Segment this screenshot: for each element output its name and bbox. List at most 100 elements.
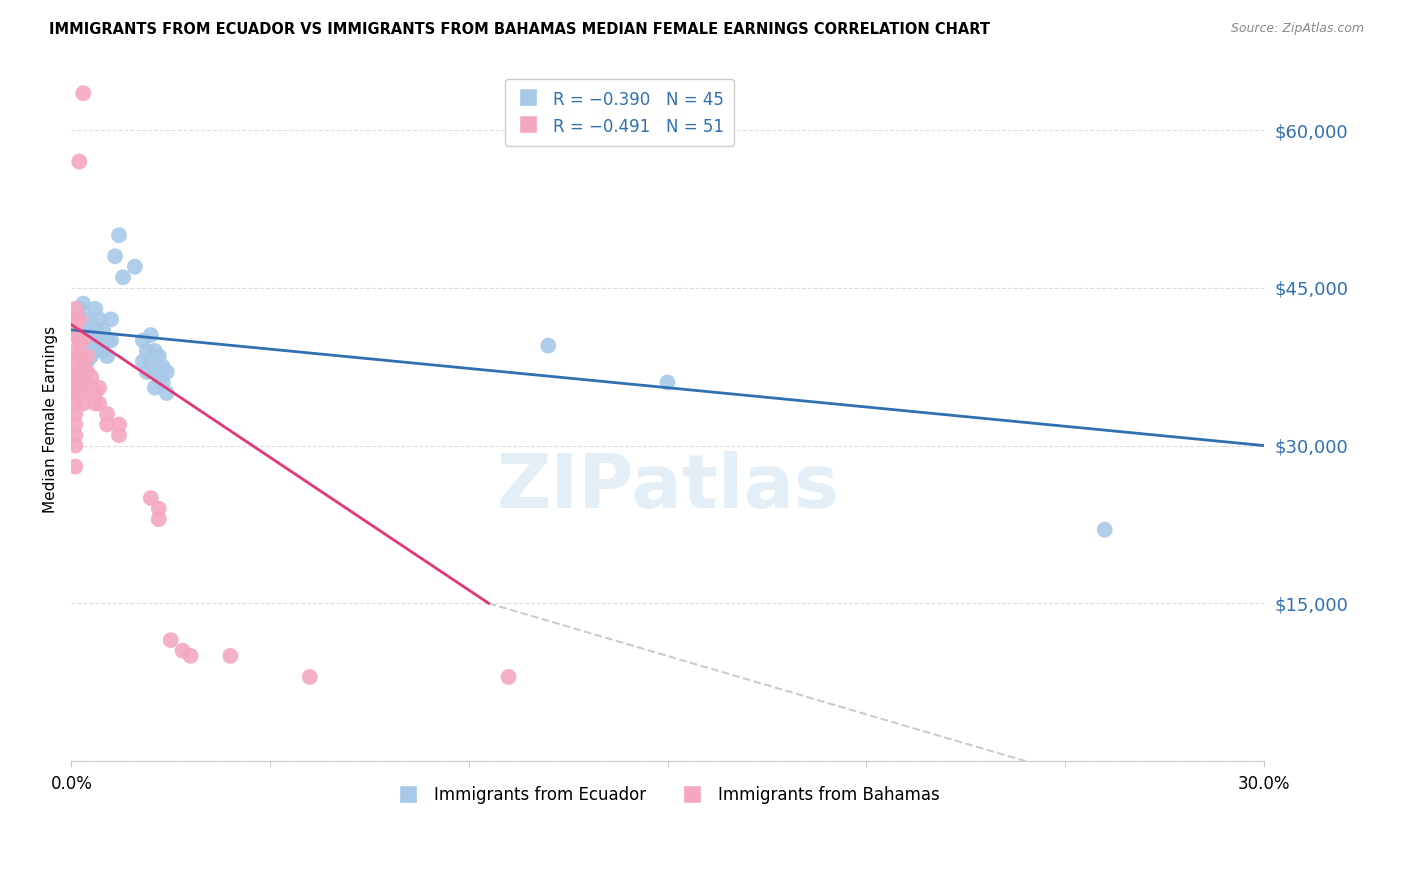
Point	[67, 365, 90, 379]
Point	[180, 648, 202, 663]
Point	[148, 349, 170, 363]
Point	[65, 343, 87, 358]
Point	[84, 386, 107, 401]
Point	[67, 312, 90, 326]
Point	[65, 438, 87, 452]
Point	[156, 365, 179, 379]
Point	[65, 323, 87, 337]
Point	[76, 312, 98, 326]
Point	[67, 154, 90, 169]
Text: ZIPatlas: ZIPatlas	[496, 451, 839, 524]
Point	[65, 417, 87, 432]
Point	[67, 301, 90, 316]
Point	[152, 376, 174, 390]
Point	[298, 670, 321, 684]
Point	[67, 334, 90, 348]
Point	[65, 407, 87, 421]
Point	[91, 323, 114, 337]
Point	[65, 376, 87, 390]
Point	[72, 354, 94, 368]
Point	[76, 365, 98, 379]
Point	[72, 396, 94, 410]
Point	[89, 328, 111, 343]
Point	[108, 428, 131, 442]
Point	[498, 670, 520, 684]
Point	[108, 417, 131, 432]
Point	[76, 354, 98, 368]
Point	[72, 323, 94, 337]
Point	[65, 459, 87, 474]
Point	[1094, 523, 1116, 537]
Point	[72, 359, 94, 374]
Point	[96, 349, 118, 363]
Point	[76, 334, 98, 348]
Point	[96, 417, 118, 432]
Point	[148, 501, 170, 516]
Point	[65, 428, 87, 442]
Text: IMMIGRANTS FROM ECUADOR VS IMMIGRANTS FROM BAHAMAS MEDIAN FEMALE EARNINGS CORREL: IMMIGRANTS FROM ECUADOR VS IMMIGRANTS FR…	[49, 22, 990, 37]
Point	[72, 334, 94, 348]
Point	[96, 407, 118, 421]
Point	[80, 349, 103, 363]
Point	[139, 354, 162, 368]
Point	[80, 318, 103, 332]
Point	[124, 260, 146, 274]
Point	[72, 87, 94, 101]
Point	[143, 343, 166, 358]
Point	[72, 338, 94, 352]
Point	[84, 343, 107, 358]
Point	[108, 228, 131, 243]
Legend: Immigrants from Ecuador, Immigrants from Bahamas: Immigrants from Ecuador, Immigrants from…	[385, 776, 949, 814]
Point	[84, 323, 107, 337]
Point	[143, 381, 166, 395]
Point	[80, 381, 103, 395]
Point	[156, 386, 179, 401]
Point	[67, 349, 90, 363]
Point	[80, 370, 103, 384]
Point	[72, 376, 94, 390]
Point	[139, 328, 162, 343]
Point	[89, 312, 111, 326]
Point	[159, 633, 181, 648]
Point	[89, 381, 111, 395]
Point	[67, 376, 90, 390]
Point	[91, 343, 114, 358]
Point	[76, 349, 98, 363]
Point	[67, 386, 90, 401]
Point	[96, 334, 118, 348]
Point	[89, 396, 111, 410]
Point	[72, 386, 94, 401]
Point	[67, 334, 90, 348]
Point	[135, 343, 157, 358]
Y-axis label: Median Female Earnings: Median Female Earnings	[44, 326, 58, 513]
Point	[148, 370, 170, 384]
Point	[111, 270, 134, 285]
Point	[65, 328, 87, 343]
Point	[104, 249, 127, 263]
Point	[72, 296, 94, 310]
Point	[143, 365, 166, 379]
Point	[65, 323, 87, 337]
Point	[100, 334, 122, 348]
Point	[148, 512, 170, 526]
Point	[84, 301, 107, 316]
Point	[132, 334, 155, 348]
Point	[65, 386, 87, 401]
Point	[537, 338, 560, 352]
Point	[219, 648, 242, 663]
Point	[139, 491, 162, 505]
Point	[80, 334, 103, 348]
Point	[65, 312, 87, 326]
Point	[172, 643, 194, 657]
Point	[657, 376, 679, 390]
Point	[65, 365, 87, 379]
Point	[135, 365, 157, 379]
Point	[65, 396, 87, 410]
Point	[152, 359, 174, 374]
Point	[65, 354, 87, 368]
Text: Source: ZipAtlas.com: Source: ZipAtlas.com	[1230, 22, 1364, 36]
Point	[132, 354, 155, 368]
Point	[84, 396, 107, 410]
Point	[65, 301, 87, 316]
Point	[100, 312, 122, 326]
